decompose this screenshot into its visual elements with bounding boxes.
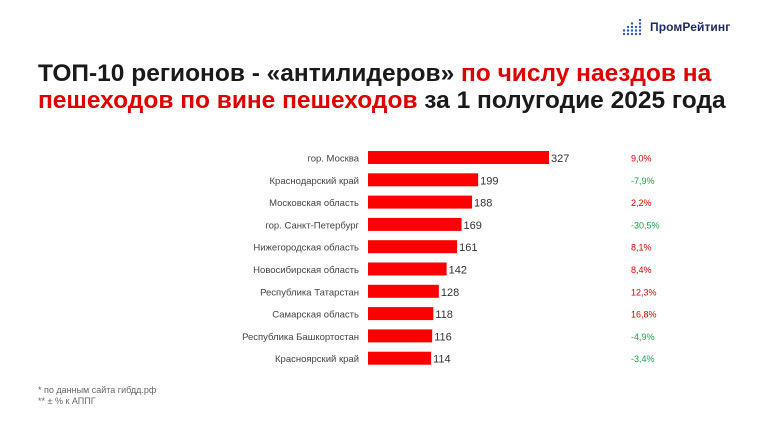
value-label: 118 bbox=[435, 309, 453, 321]
brand-logo: ПромРейтинг bbox=[622, 18, 730, 36]
value-label: 128 bbox=[441, 287, 459, 299]
value-label: 116 bbox=[434, 331, 452, 343]
bar bbox=[368, 284, 439, 298]
value-label: 199 bbox=[480, 175, 498, 187]
category-label: Московская область bbox=[269, 198, 359, 209]
change-label: -7,9% bbox=[631, 176, 655, 186]
footnotes: * по данным сайта гибдд.рф ** ± % к АППГ bbox=[38, 385, 156, 407]
bar bbox=[368, 217, 462, 231]
category-label: Республика Башкортостан bbox=[242, 332, 359, 343]
value-label: 142 bbox=[449, 265, 467, 277]
change-label: 8,4% bbox=[631, 265, 652, 275]
change-label: -3,4% bbox=[631, 354, 655, 364]
title-part-3: за 1 полугодие 2025 года bbox=[417, 87, 726, 114]
value-label: 169 bbox=[464, 220, 482, 232]
change-label: 12,3% bbox=[631, 287, 657, 297]
bar bbox=[368, 195, 473, 209]
dots-chart-icon bbox=[622, 18, 642, 36]
bar bbox=[368, 351, 432, 365]
value-label: 327 bbox=[551, 153, 569, 165]
bar bbox=[368, 307, 434, 321]
bar bbox=[368, 262, 447, 276]
change-label: 2,2% bbox=[631, 198, 652, 208]
title-part-1: ТОП-10 регионов - «антилидеров» bbox=[38, 60, 461, 87]
change-label: 8,1% bbox=[631, 243, 652, 253]
value-label: 114 bbox=[433, 354, 451, 366]
bar bbox=[368, 329, 433, 343]
bar bbox=[368, 240, 458, 254]
category-label: Новосибирская область bbox=[253, 265, 359, 276]
category-label: Республика Татарстан bbox=[260, 287, 359, 298]
change-label: 9,0% bbox=[631, 154, 652, 164]
bar bbox=[368, 173, 479, 187]
category-label: гор. Москва bbox=[307, 154, 359, 165]
category-label: Самарская область bbox=[272, 310, 359, 321]
bar bbox=[368, 151, 549, 164]
value-label: 188 bbox=[474, 198, 492, 210]
change-label: 16,8% bbox=[631, 310, 657, 320]
value-label: 161 bbox=[459, 242, 477, 254]
change-label: -4,9% bbox=[631, 332, 655, 342]
change-label: -30,5% bbox=[631, 220, 660, 230]
chart-title: ТОП-10 регионов - «антилидеров» по числу… bbox=[38, 60, 738, 114]
footnote-source: * по данным сайта гибдд.рф bbox=[38, 385, 157, 395]
footnote-change: ** ± % к АППГ bbox=[38, 396, 96, 406]
logo-text: ПромРейтинг bbox=[650, 20, 731, 34]
category-label: Нижегородская область bbox=[253, 243, 359, 254]
category-label: Краснодарский край bbox=[270, 176, 359, 187]
category-label: Красноярский край bbox=[275, 354, 359, 365]
category-label: гор. Санкт-Петербург bbox=[265, 220, 359, 231]
title-part-2-highlight: по числу наездов на пешеходов по вине пе… bbox=[38, 60, 712, 114]
